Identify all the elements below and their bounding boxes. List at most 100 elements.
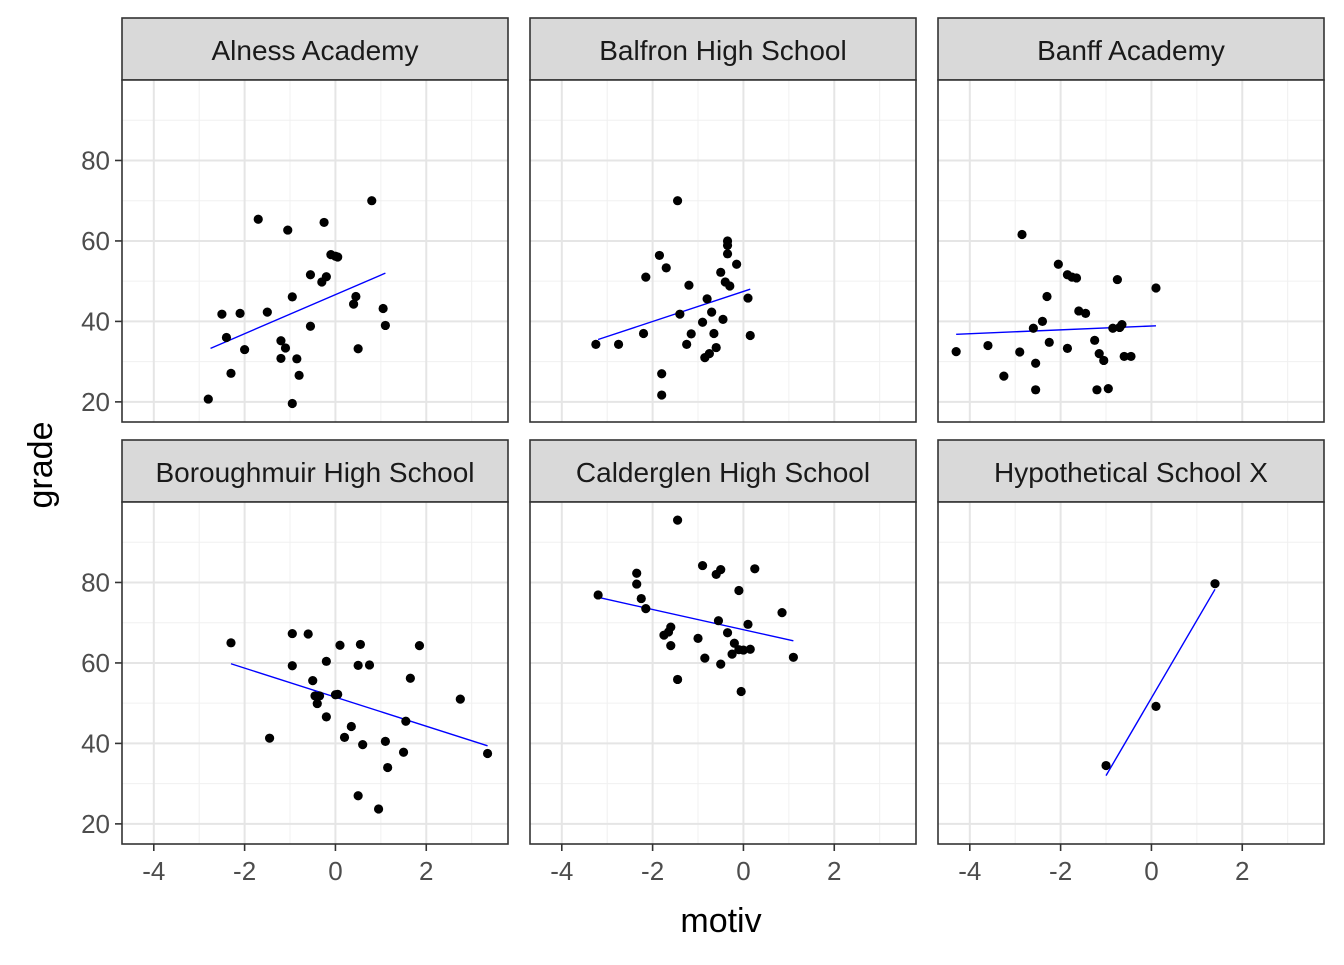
data-point xyxy=(380,736,390,747)
data-point xyxy=(657,390,667,400)
data-point xyxy=(1101,760,1111,771)
x-tick-label: 0 xyxy=(1144,856,1158,886)
plot-background xyxy=(530,502,916,844)
data-point xyxy=(745,644,755,654)
data-point xyxy=(349,299,359,309)
data-point xyxy=(743,619,753,629)
data-point xyxy=(1037,316,1048,327)
facet-title: Hypothetical School X xyxy=(994,457,1268,488)
plot-background xyxy=(530,80,916,422)
data-point xyxy=(684,280,694,290)
panel-border xyxy=(937,79,1325,423)
data-point xyxy=(722,628,733,638)
data-point xyxy=(1071,273,1082,283)
fit-line xyxy=(230,663,488,747)
data-point xyxy=(641,272,651,282)
y-tick-label: 60 xyxy=(81,648,110,678)
data-point xyxy=(353,791,363,801)
data-point xyxy=(405,673,415,683)
facet-strip xyxy=(529,17,917,81)
data-point xyxy=(333,689,343,699)
data-point xyxy=(226,638,236,648)
x-tick-label: -4 xyxy=(958,856,981,886)
y-tick-label: 40 xyxy=(81,306,110,336)
data-point xyxy=(1126,351,1136,362)
data-point xyxy=(707,307,717,317)
data-point xyxy=(632,568,642,578)
x-tick-label: -2 xyxy=(1049,856,1072,886)
x-tick-label: 2 xyxy=(827,856,841,886)
x-tick-label: 2 xyxy=(1235,856,1249,886)
plot-background xyxy=(938,80,1324,422)
facet-panel: Calderglen High School -4 -2 0 2 xyxy=(529,439,917,886)
data-point xyxy=(292,354,302,364)
y-tick-label: 60 xyxy=(81,226,110,256)
data-point xyxy=(777,608,787,618)
panel-border xyxy=(529,79,917,423)
y-tick-label: 20 xyxy=(81,387,110,417)
data-point xyxy=(743,293,753,303)
data-point xyxy=(672,196,683,206)
data-point xyxy=(414,641,425,651)
data-point xyxy=(1053,259,1063,269)
facet-title: Calderglen High School xyxy=(576,457,870,488)
x-tick-label: 2 xyxy=(419,856,433,886)
data-point xyxy=(335,640,345,650)
data-point xyxy=(666,641,676,651)
data-point xyxy=(729,638,739,648)
panel-border xyxy=(529,501,917,845)
data-point xyxy=(287,661,297,671)
data-point xyxy=(722,240,733,250)
data-point xyxy=(240,344,250,355)
x-tick-label: 0 xyxy=(328,856,342,886)
data-point xyxy=(722,249,733,259)
data-point xyxy=(253,214,263,224)
data-point xyxy=(1094,349,1104,359)
fit-line xyxy=(597,596,794,642)
data-point xyxy=(1015,347,1025,357)
data-point xyxy=(686,329,696,339)
data-point xyxy=(711,342,721,353)
x-tick-label: -4 xyxy=(142,856,165,886)
data-point xyxy=(262,307,272,317)
fit-line xyxy=(1105,588,1216,776)
panel-border xyxy=(121,501,509,845)
data-point xyxy=(314,691,325,701)
data-point xyxy=(312,698,322,709)
data-point xyxy=(351,291,361,302)
data-point xyxy=(383,762,393,773)
data-point xyxy=(709,328,719,339)
data-point xyxy=(264,733,275,743)
data-point xyxy=(358,740,368,750)
data-point xyxy=(455,694,465,704)
data-point xyxy=(303,629,313,639)
data-point xyxy=(672,674,683,685)
data-point xyxy=(951,346,961,357)
data-point xyxy=(636,593,646,604)
data-point xyxy=(697,560,708,571)
data-point xyxy=(1092,385,1102,395)
plot-background xyxy=(122,80,508,422)
data-point xyxy=(321,656,331,666)
data-point xyxy=(657,369,667,379)
facet-panel: Banff Academy xyxy=(937,17,1325,423)
facet-title: Alness Academy xyxy=(212,35,419,66)
data-point xyxy=(654,250,665,261)
data-point xyxy=(666,622,676,632)
data-point xyxy=(1099,355,1109,366)
data-point xyxy=(1044,337,1054,347)
data-point xyxy=(638,328,649,339)
x-tick-label: -2 xyxy=(233,856,256,886)
facet-title: Boroughmuir High School xyxy=(155,457,474,488)
data-point xyxy=(738,645,749,655)
data-point xyxy=(591,339,601,349)
x-tick-label: 0 xyxy=(736,856,750,886)
data-point xyxy=(346,721,356,732)
data-point xyxy=(1103,384,1113,394)
data-point xyxy=(718,314,728,324)
data-point xyxy=(276,353,286,364)
data-point xyxy=(321,712,331,722)
data-point xyxy=(235,308,245,318)
data-point xyxy=(280,343,291,353)
